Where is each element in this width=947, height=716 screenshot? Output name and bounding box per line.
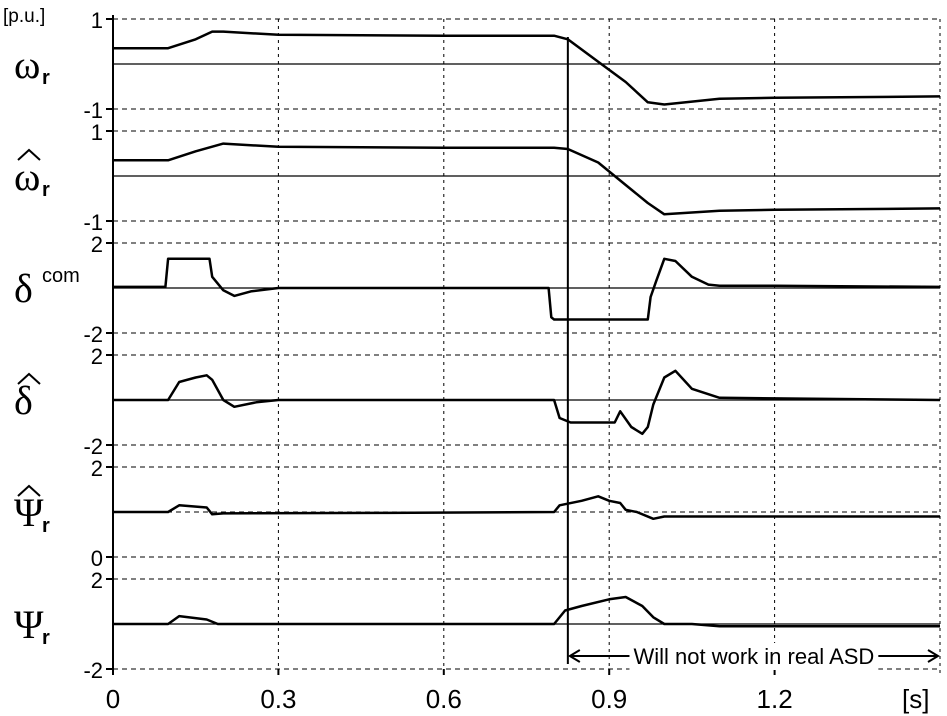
x-tick-label: 1.2 [757, 684, 793, 714]
panel-symbol-superscript: com [42, 265, 80, 287]
y-tick-label: 2 [91, 344, 103, 369]
panel-symbol-label: ω [14, 42, 40, 87]
x-tick-label: 0.6 [426, 684, 462, 714]
panel-symbol-label: δ [14, 266, 33, 311]
annotation-arrow-left-icon [567, 649, 581, 663]
y-tick-label: 1 [91, 8, 103, 33]
panel-symbol-label: Ψ [14, 490, 44, 535]
y-tick-label: 0 [91, 546, 103, 571]
panel-symbol-label: δ [14, 378, 33, 423]
series-line [113, 30, 941, 106]
series-layer [113, 30, 941, 628]
series-line [113, 595, 940, 628]
panel-symbol-subscript: r [42, 627, 50, 649]
x-tick-label: 0.3 [260, 684, 296, 714]
x-unit-label: [s] [902, 684, 929, 714]
annotation-text: Will not work in real ASD [633, 644, 874, 669]
hat-icon [17, 372, 41, 385]
panel-symbol-label: ω [14, 154, 40, 199]
x-tick-label: 0.9 [591, 684, 627, 714]
panel-symbol-subscript: r [42, 515, 50, 537]
panel-symbol-label: Ψ [14, 602, 44, 647]
series-line [113, 495, 940, 521]
series-line [113, 369, 941, 436]
panel-symbol-subscript: r [42, 179, 50, 201]
annotation-arrow-right-icon [927, 649, 940, 663]
hat-icon [17, 148, 41, 161]
y-tick-label: -2 [83, 434, 103, 459]
series-line [113, 142, 941, 216]
grid-layer [113, 18, 941, 675]
y-tick-label: -2 [83, 658, 103, 683]
annotation-background [629, 643, 879, 670]
x-tick-label: 0 [106, 684, 120, 714]
y-tick-label: 2 [91, 232, 103, 257]
y-tick-label: -2 [83, 322, 103, 347]
series-line [113, 257, 941, 321]
hat-icon [17, 484, 41, 497]
y-unit-label: [p.u.] [3, 6, 45, 27]
y-tick-label: 2 [91, 456, 103, 481]
y-tick-label: -1 [83, 98, 103, 123]
y-tick-label: 2 [91, 568, 103, 593]
y-tick-label: 1 [91, 120, 103, 145]
panel-symbol-subscript: r [42, 67, 50, 89]
y-tick-label: -1 [83, 210, 103, 235]
